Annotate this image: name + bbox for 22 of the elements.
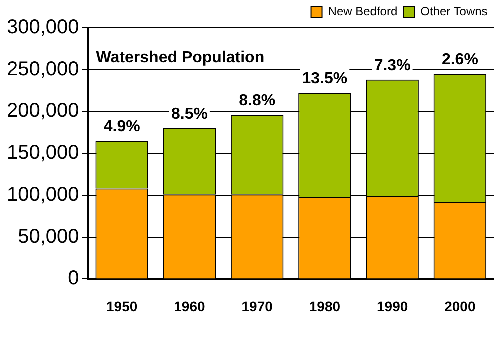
x-tick-label: 1990	[376, 298, 408, 314]
legend-label: Other Towns	[420, 4, 488, 18]
annotation: 7.3%	[374, 57, 411, 74]
y-tick-label: 250,000	[7, 58, 80, 80]
annotation: 2.6%	[442, 51, 478, 68]
x-tick-label: 1960	[174, 298, 206, 314]
y-tick-label: 150,000	[7, 142, 80, 164]
y-tick-label: 300,000	[7, 16, 80, 39]
annotation: 8.5%	[171, 106, 208, 123]
y-tick-label: 0	[68, 268, 80, 290]
y-tick-label: 100,000	[7, 184, 80, 206]
y-tick-label: 200,000	[7, 100, 80, 122]
annotation: 13.5%	[302, 70, 348, 88]
x-tick-label: 1950	[106, 298, 138, 314]
text: Watershed Population	[96, 49, 265, 66]
y-tick-label: 50,000	[18, 226, 80, 248]
annotation: 4.9%	[104, 118, 140, 136]
x-tick-label: 1970	[242, 298, 274, 314]
annotation: 8.8%	[239, 92, 276, 110]
x-tick-label: 2000	[444, 298, 476, 314]
legend-label: New Bedford	[328, 4, 398, 18]
x-tick-label: 1980	[309, 298, 341, 314]
